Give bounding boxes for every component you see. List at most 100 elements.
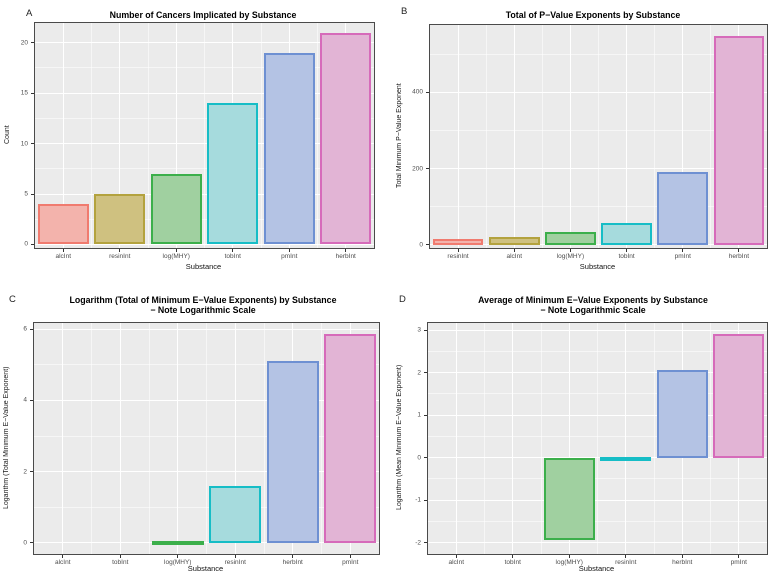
y-tick-label: 2 (417, 369, 421, 377)
x-tick-mark (569, 249, 571, 252)
gridline-major (34, 328, 379, 330)
gridline-major (513, 25, 515, 248)
x-tick-label: herbInt (335, 253, 356, 260)
x-tick-label: alcInt (54, 559, 71, 566)
plot-area-a: 0 5 10 15 20 alcInt resinInt log(MHY) tobInt pmIn… (21, 22, 375, 260)
x-tick-mark (345, 249, 347, 252)
y-tick-label: 2 (23, 468, 27, 476)
x-tick-label: herbInt (672, 559, 693, 566)
x-axis-title-d: Substance (578, 564, 615, 573)
gridline-major (430, 91, 767, 93)
y-tick-mark (424, 329, 427, 331)
bar-alcInt (488, 237, 540, 245)
gridline-major (119, 23, 121, 248)
y-tick-label: 0 (23, 539, 27, 547)
x-tick-label: alcInt (448, 559, 465, 566)
x-tick-label: log(MHY) (164, 559, 192, 566)
gridline-major (62, 23, 64, 248)
bar-log(MHY) (543, 457, 595, 541)
gridline-minor (710, 323, 711, 554)
x-tick-label: log(MHY) (555, 559, 583, 566)
y-tick-mark (424, 414, 427, 416)
panel-d: D Average of Minimum E−Value Exponents b… (390, 288, 780, 577)
x-tick-label: alcInt (506, 253, 523, 260)
gridline-minor (147, 23, 149, 248)
x-tick-mark (119, 249, 121, 252)
x-tick-label: tobInt (504, 559, 521, 566)
y-tick-label: 0 (419, 241, 423, 249)
gridline-major (428, 542, 767, 544)
y-tick-label: 0 (417, 454, 421, 462)
x-tick-label: pmInt (730, 559, 747, 566)
gridline-minor (597, 323, 598, 554)
gridline-major (177, 323, 179, 554)
x-tick-label: resinInt (224, 559, 246, 566)
bar-tobInt (601, 222, 652, 245)
gridline-major (34, 471, 379, 473)
chart-title-d: Average of Minimum E−Value Exponents by … (418, 295, 768, 315)
gridline-major (35, 143, 374, 145)
bar-resinInt (432, 239, 484, 245)
gridline-minor (317, 23, 318, 248)
x-axis-title-a: Substance (185, 262, 222, 271)
gridline-minor (653, 323, 655, 554)
y-tick-mark (30, 399, 33, 401)
x-tick-label: resinInt (109, 253, 131, 260)
y-axis-title-d: Logarithm (Mean Minimum E−Value Exponent… (396, 364, 403, 511)
gridline-minor (91, 323, 92, 554)
gridline-major (428, 499, 767, 501)
gridline-major (625, 323, 627, 554)
x-tick-label: pmInt (674, 253, 691, 260)
plot-area-b: 0 200 400 resinInt alcInt log(MHY) tobInt pmInt… (412, 24, 768, 260)
bar-pmInt (324, 334, 377, 543)
y-tick-mark (424, 457, 427, 459)
bar-log(MHY) (150, 173, 202, 245)
bar-pmInt (263, 52, 315, 245)
bar-herbInt (656, 369, 708, 458)
y-tick-mark (31, 143, 34, 145)
x-tick-label: tobInt (618, 253, 635, 260)
gridline-minor (484, 323, 485, 554)
x-tick-label: log(MHY) (162, 253, 190, 260)
gridline-major (568, 323, 570, 554)
bar-log(MHY) (545, 232, 596, 245)
gridline-major (457, 25, 459, 248)
x-tick-mark (626, 249, 628, 252)
y-tick-mark (30, 328, 33, 330)
x-tick-mark (512, 555, 514, 558)
bar-tobInt (207, 103, 259, 245)
gridline-minor (206, 323, 207, 554)
chart-title-line1: Logarithm (Total of Minimum E−Value Expo… (69, 295, 337, 305)
y-axis-title-a: Count (4, 125, 11, 144)
y-tick-label: 5 (24, 190, 28, 198)
y-axis-title-b: Total Minimum P−Value Exponent (396, 83, 403, 188)
x-tick-label: pmInt (281, 253, 298, 260)
gridline-major (428, 414, 767, 416)
x-tick-mark (738, 555, 740, 558)
bar-herbInt (320, 32, 372, 245)
y-tick-mark (31, 243, 34, 245)
panel-letter-c: C (9, 294, 16, 305)
x-tick-mark (625, 555, 627, 558)
bar-resinInt (94, 194, 146, 245)
bar-herbInt (266, 361, 319, 543)
plot-area-c: 0 2 4 6 alcInt tobInt log(MHY) resinInt herbInt p… (23, 322, 380, 566)
x-tick-mark (681, 555, 683, 558)
gridline-minor (710, 25, 712, 248)
bar-resinInt (209, 485, 262, 543)
chart-title-line1: Total of P−Value Exponents by Substance (505, 10, 681, 20)
y-tick-mark (31, 92, 34, 94)
chart-title-a: Number of Cancers Implicated by Substanc… (28, 10, 378, 20)
x-tick-mark (234, 555, 236, 558)
x-tick-label: log(MHY) (556, 253, 585, 260)
gridline-minor (91, 23, 92, 248)
gridline-minor (263, 323, 265, 554)
panel-letter-d: D (399, 294, 406, 305)
x-axis-title-b: Substance (579, 262, 616, 271)
bar-pmInt (713, 334, 765, 458)
bar-pmInt (657, 172, 709, 245)
gridline-minor (540, 323, 542, 554)
gridline-major (35, 243, 374, 245)
gridline-major (34, 399, 379, 401)
